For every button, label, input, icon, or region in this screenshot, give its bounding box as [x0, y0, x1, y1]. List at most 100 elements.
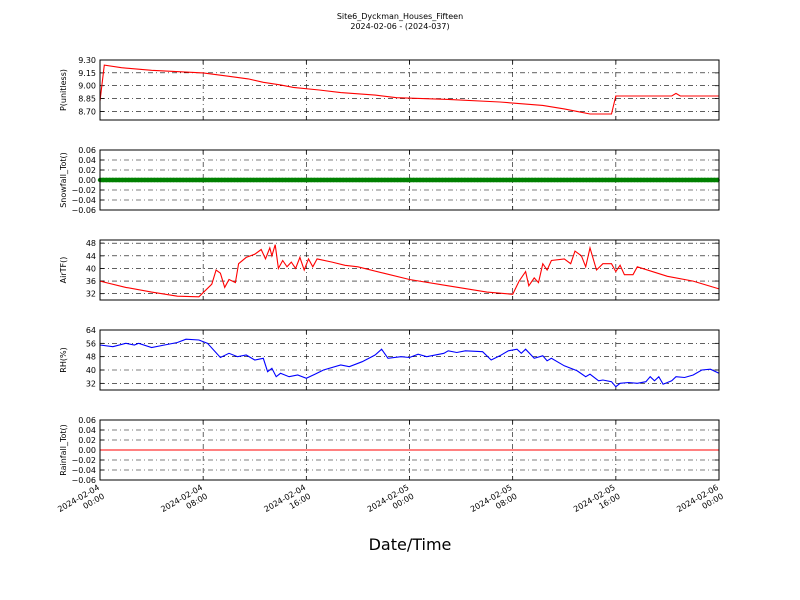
- data-point: [133, 177, 138, 183]
- data-point: [686, 177, 691, 183]
- y-tick-label: 44: [86, 252, 96, 261]
- data-point: [664, 177, 669, 183]
- data-point: [401, 177, 407, 183]
- data-point: [139, 177, 144, 183]
- data-point: [315, 177, 320, 183]
- data-point: [536, 177, 541, 183]
- data-point: [587, 177, 592, 183]
- data-point: [152, 177, 157, 183]
- data-point: [606, 177, 611, 183]
- data-point: [488, 177, 493, 183]
- data-point: [517, 177, 522, 183]
- y-tick-label: 56: [86, 339, 96, 348]
- data-point: [219, 177, 224, 183]
- data-point: [142, 177, 147, 183]
- data-point: [593, 177, 599, 183]
- data-point: [542, 177, 547, 183]
- y-tick-label: −0.04: [71, 466, 96, 475]
- data-point: [597, 177, 602, 183]
- data-point: [667, 177, 672, 183]
- data-point: [504, 177, 509, 183]
- data-point: [302, 177, 307, 183]
- data-point: [117, 177, 122, 183]
- x-tick-label: 2024-02-0500:00: [366, 483, 416, 523]
- data-point: [705, 177, 711, 183]
- y-tick-label: 0.00: [78, 176, 96, 185]
- data-point: [408, 177, 413, 183]
- y-tick-label: −0.02: [71, 456, 96, 465]
- data-point: [632, 177, 637, 183]
- data-point: [261, 177, 266, 183]
- data-point: [360, 177, 365, 183]
- data-point: [629, 177, 634, 183]
- data-point: [459, 177, 464, 183]
- data-point: [206, 177, 211, 183]
- data-point: [481, 177, 487, 183]
- data-point: [273, 177, 279, 183]
- data-point: [405, 177, 410, 183]
- data-point: [661, 177, 666, 183]
- panel-frame: [99, 239, 720, 301]
- data-point: [696, 177, 701, 183]
- y-tick-label: 8.70: [78, 107, 96, 116]
- data-point: [449, 177, 455, 183]
- data-point: [709, 177, 714, 183]
- data-point: [389, 177, 394, 183]
- data-point: [417, 177, 423, 183]
- y-tick-label: 32: [86, 290, 96, 299]
- data-point: [446, 177, 451, 183]
- data-point: [325, 177, 330, 183]
- data-point: [280, 177, 285, 183]
- y-tick-label: 0.04: [78, 426, 96, 435]
- data-point: [702, 177, 707, 183]
- data-point: [264, 177, 269, 183]
- data-point: [638, 177, 643, 183]
- data-point: [334, 177, 339, 183]
- panel-frame: [99, 59, 720, 121]
- data-point: [289, 177, 295, 183]
- panel-frame: [99, 149, 720, 211]
- data-point: [603, 177, 608, 183]
- data-point: [216, 177, 221, 183]
- data-point: [113, 177, 119, 183]
- y-axis-label: Snowfall_Tot(): [59, 152, 68, 208]
- data-point: [465, 177, 471, 183]
- data-point: [190, 177, 195, 183]
- data-point: [552, 177, 557, 183]
- data-point: [494, 177, 499, 183]
- data-point: [177, 177, 183, 183]
- x-tick-label: 2024-02-0600:00: [675, 483, 725, 523]
- data-point: [539, 177, 544, 183]
- data-point: [344, 177, 349, 183]
- data-point: [497, 177, 503, 183]
- data-point: [245, 177, 250, 183]
- data-point: [347, 177, 352, 183]
- data-point: [181, 177, 186, 183]
- data-point: [155, 177, 160, 183]
- y-axis-label: RH(%): [59, 347, 68, 372]
- data-point: [475, 177, 480, 183]
- data-point: [600, 177, 605, 183]
- data-point: [427, 177, 432, 183]
- data-point: [689, 177, 695, 183]
- data-point: [241, 177, 247, 183]
- data-point: [645, 177, 650, 183]
- data-point: [673, 177, 679, 183]
- y-tick-label: 0.06: [78, 146, 96, 155]
- y-tick-label: 8.85: [78, 95, 96, 104]
- chart-subtitle: 2024-02-06 - (2024-037): [350, 22, 449, 31]
- data-point: [677, 177, 682, 183]
- panel-frame: [99, 419, 720, 481]
- y-axis-label: P(unitless): [59, 69, 68, 111]
- data-point: [312, 177, 317, 183]
- y-tick-label: 9.30: [78, 56, 96, 65]
- data-point: [120, 177, 125, 183]
- y-tick-label: 0.04: [78, 156, 96, 165]
- data-point: [581, 177, 586, 183]
- data-point: [510, 177, 515, 183]
- data-point: [533, 177, 538, 183]
- y-tick-label: −0.04: [71, 196, 96, 205]
- data-point: [158, 177, 163, 183]
- panel-3: 48 44 40 36 32 AirTF(): [59, 239, 720, 301]
- data-point: [235, 177, 240, 183]
